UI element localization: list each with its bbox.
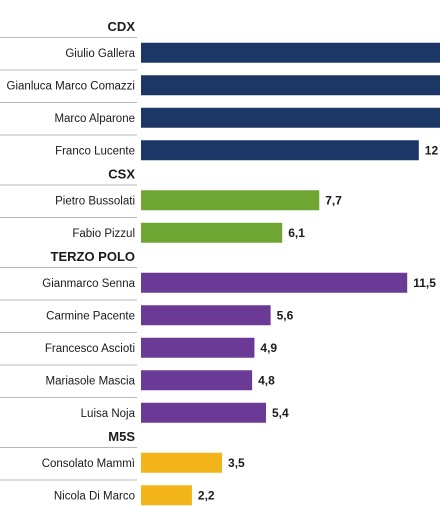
group-label: CSX — [108, 167, 135, 182]
value-label: 11,5 — [413, 276, 436, 290]
category-label: Fabio Pizzul — [72, 228, 135, 240]
category-label: Pietro Bussolati — [55, 195, 135, 207]
category-label: Mariasole Mascia — [46, 375, 136, 387]
bar — [141, 42, 440, 63]
bar — [141, 337, 255, 358]
category-label: Franco Lucente — [55, 145, 135, 157]
value-label: 2,2 — [198, 488, 215, 502]
category-label: Gianluca Marco Comazzi — [7, 80, 135, 92]
category-label: Marco Alparone — [54, 113, 135, 125]
category-label: Francesco Ascioti — [45, 343, 135, 355]
value-label: 4,8 — [258, 373, 275, 387]
bar — [141, 370, 253, 391]
category-label: Luisa Noja — [81, 408, 136, 420]
value-label: 5,6 — [277, 308, 294, 322]
bar — [141, 75, 440, 96]
bar — [141, 402, 267, 423]
category-label: Giulio Gallera — [65, 48, 135, 60]
bar — [141, 272, 408, 293]
value-label: 5,4 — [272, 406, 289, 420]
bar — [141, 140, 419, 161]
bar — [141, 107, 440, 128]
value-label: 6,1 — [288, 226, 305, 240]
bar — [141, 485, 192, 506]
value-label: 7,7 — [325, 193, 342, 207]
value-label: 3,5 — [228, 456, 245, 470]
bar — [141, 305, 271, 326]
group-label: CDX — [108, 19, 136, 34]
value-label: 12 — [425, 143, 439, 157]
category-label: Gianmarco Senna — [42, 278, 135, 290]
category-label: Consolato Mammì — [42, 458, 135, 470]
category-label: Carmine Pacente — [46, 310, 135, 322]
bar — [141, 452, 223, 473]
value-label: 4,9 — [260, 341, 277, 355]
group-label: TERZO POLO — [51, 249, 136, 264]
bar — [141, 222, 283, 243]
bar — [141, 190, 320, 211]
group-label: M5S — [108, 429, 135, 444]
category-label: Nicola Di Marco — [54, 490, 135, 502]
